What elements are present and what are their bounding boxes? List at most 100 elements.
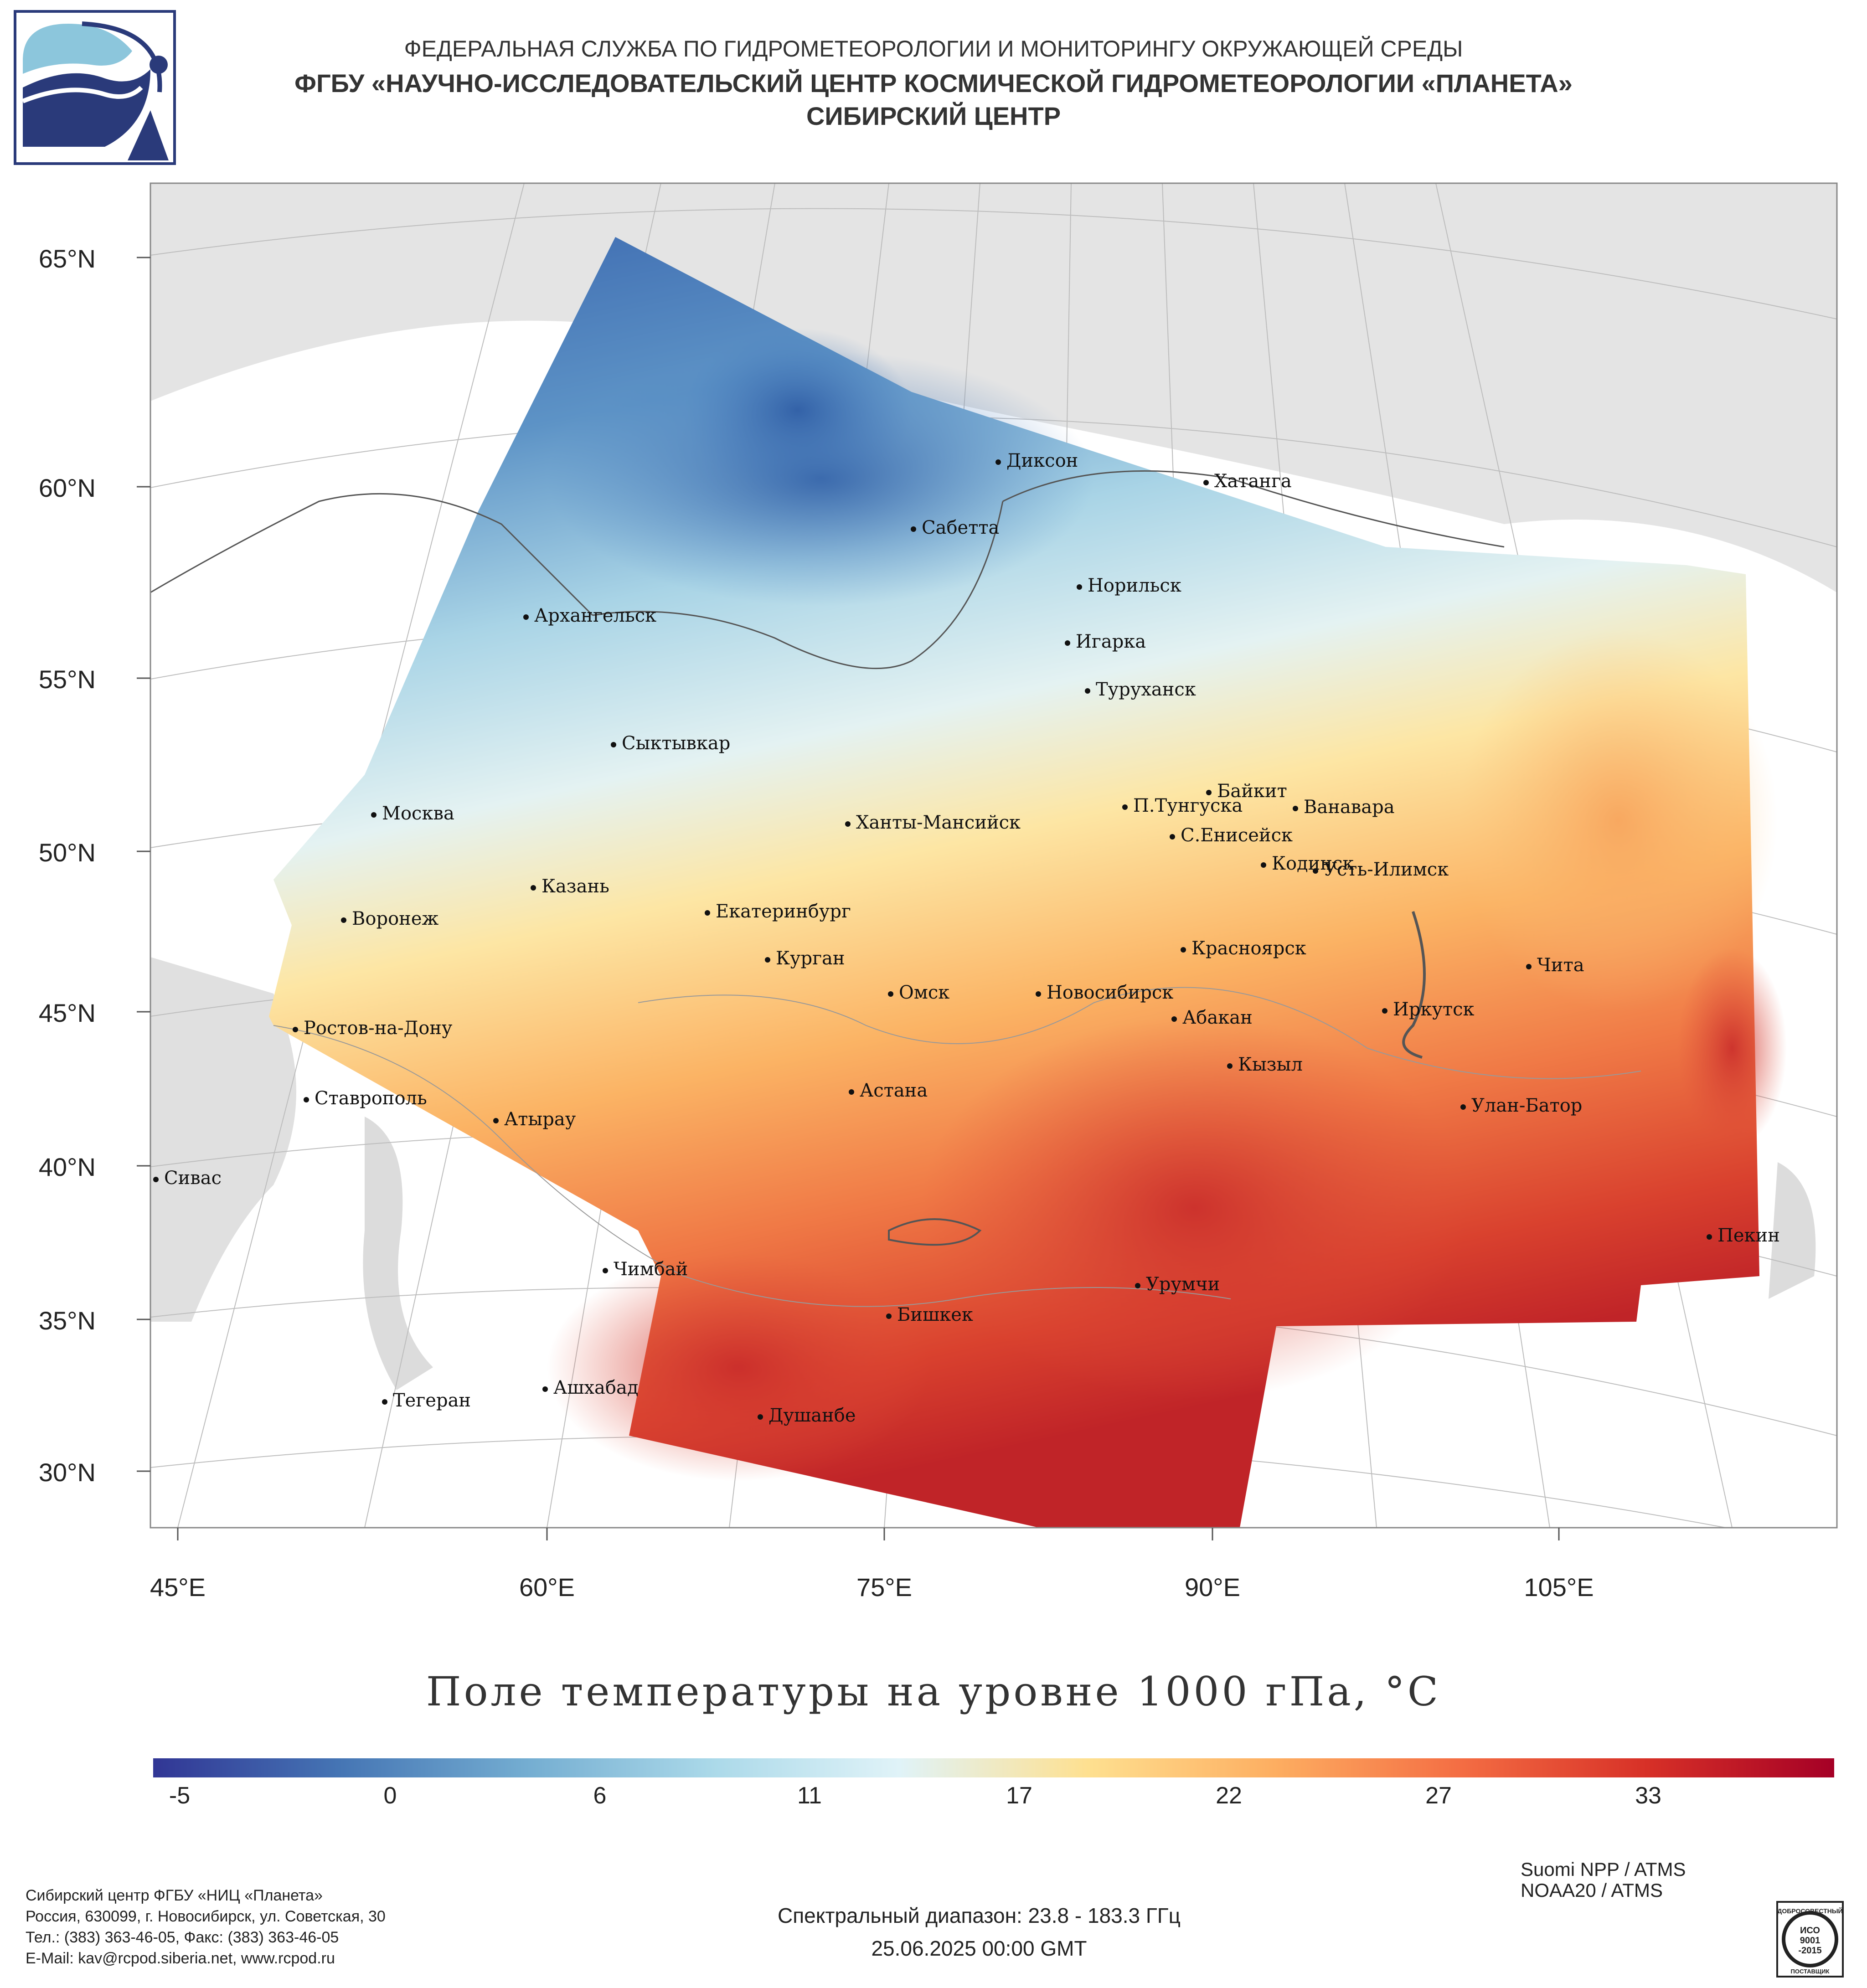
city-name: Курган bbox=[776, 948, 845, 969]
city-label: Ростов-на-Дону bbox=[293, 1018, 452, 1039]
city-label: Воронеж bbox=[341, 908, 438, 929]
city-dot bbox=[1526, 964, 1532, 969]
city-dot bbox=[1065, 640, 1070, 646]
city-label: Ставрополь bbox=[304, 1088, 427, 1109]
city-label: Сабетта bbox=[911, 517, 999, 538]
city-name: Пекин bbox=[1717, 1225, 1780, 1246]
city-dot bbox=[1203, 480, 1209, 485]
city-label: П.Тунгуска bbox=[1122, 795, 1243, 816]
city-name: Туруханск bbox=[1096, 679, 1196, 700]
city-label: Екатеринбург bbox=[705, 901, 851, 922]
city-name: Чимбай bbox=[614, 1259, 688, 1280]
colorbar-tick: -5 bbox=[169, 1782, 191, 1809]
city-name: Диксон bbox=[1006, 450, 1078, 471]
city-dot bbox=[603, 1268, 608, 1273]
city-dot bbox=[1293, 806, 1298, 811]
city-dot bbox=[1206, 790, 1212, 795]
city-label: Пекин bbox=[1707, 1225, 1780, 1246]
city-label: Архангельск bbox=[523, 605, 656, 626]
iso-year: -2015 bbox=[1798, 1946, 1821, 1956]
city-name: Сыктывкар bbox=[622, 733, 731, 754]
city-name: Урумчи bbox=[1146, 1274, 1220, 1295]
lon-label: 60°E bbox=[519, 1573, 575, 1602]
city-dot bbox=[886, 1313, 892, 1319]
city-label: Ванавара bbox=[1293, 797, 1395, 818]
iso-9001-badge: ДОБРОСОВЕСТНЫЙ ИСО 9001 -2015 ПОСТАВЩИК bbox=[1776, 1901, 1844, 1978]
city-label: Кызыл bbox=[1227, 1054, 1303, 1075]
city-name: Игарка bbox=[1076, 631, 1146, 652]
city-name: Тегеран bbox=[393, 1390, 471, 1411]
header-center: СИБИРСКИЙ ЦЕНТР bbox=[806, 102, 1061, 130]
city-name: Хатанга bbox=[1214, 471, 1292, 492]
city-dot bbox=[493, 1118, 499, 1123]
city-label: Усть-Илимск bbox=[1313, 859, 1449, 880]
city-name: Омск bbox=[899, 982, 950, 1003]
org-line: E-Mail: kav@rcpod.siberia.net, www.rcpod… bbox=[26, 1950, 335, 1967]
city-dot bbox=[304, 1097, 309, 1102]
city-label: Бишкек bbox=[886, 1304, 973, 1325]
city-name: Москва bbox=[382, 803, 454, 824]
city-dot bbox=[1181, 947, 1186, 953]
city-dot bbox=[705, 910, 710, 916]
city-dot bbox=[542, 1386, 548, 1392]
city-name: Ашхабад bbox=[553, 1377, 639, 1398]
city-label: Сыктывкар bbox=[611, 733, 730, 754]
city-dot bbox=[153, 1177, 159, 1182]
city-dot bbox=[1707, 1234, 1712, 1240]
city-name: Улан-Батор bbox=[1471, 1095, 1583, 1116]
city-dot bbox=[341, 917, 346, 923]
spectral-range: Спектральный диапазон: 23.8 - 183.3 ГГц bbox=[777, 1904, 1181, 1927]
city-label: Омск bbox=[888, 982, 949, 1003]
city-dot bbox=[1077, 584, 1082, 590]
org-line: Тел.: (383) 363-46-05, Факс: (383) 363-4… bbox=[26, 1929, 339, 1946]
city-dot bbox=[1261, 862, 1266, 868]
city-dot bbox=[1170, 834, 1175, 839]
city-label: Ашхабад bbox=[542, 1377, 638, 1398]
city-name: Красноярск bbox=[1191, 938, 1306, 959]
city-dot bbox=[293, 1027, 298, 1032]
city-label: Москва bbox=[371, 803, 454, 824]
satellite-label: Suomi NPP / ATMS bbox=[1521, 1859, 1686, 1880]
colorbar-tick: 6 bbox=[593, 1782, 607, 1809]
city-name: Ханты-Мансийск bbox=[856, 812, 1021, 833]
city-label: С.Енисейск bbox=[1170, 825, 1293, 846]
city-label: Туруханск bbox=[1085, 679, 1196, 700]
lat-label: 30°N bbox=[38, 1458, 96, 1487]
org-line: Россия, 630099, г. Новосибирск, ул. Сове… bbox=[26, 1908, 386, 1925]
satellite-label: NOAA20 / ATMS bbox=[1521, 1880, 1663, 1901]
city-name: Усть-Илимск bbox=[1324, 859, 1449, 880]
city-label: Ханты-Мансийск bbox=[845, 812, 1021, 833]
lat-label: 55°N bbox=[38, 665, 96, 694]
lat-label: 40°N bbox=[38, 1153, 96, 1181]
city-label: Астана bbox=[849, 1080, 928, 1101]
city-dot bbox=[1171, 1016, 1177, 1022]
observation-datetime: 25.06.2025 00:00 GMT bbox=[871, 1936, 1087, 1960]
city-label: Байкит bbox=[1206, 781, 1287, 802]
city-dot bbox=[523, 614, 529, 620]
city-name: Новосибирск bbox=[1047, 982, 1174, 1003]
city-dot bbox=[888, 991, 893, 997]
lat-label: 45°N bbox=[38, 999, 96, 1027]
city-name: Сабетта bbox=[922, 517, 1000, 538]
city-name: Екатеринбург bbox=[716, 901, 851, 922]
city-label: Курган bbox=[765, 948, 845, 969]
city-dot bbox=[995, 459, 1001, 465]
city-name: Норильск bbox=[1088, 575, 1181, 596]
city-name: Абакан bbox=[1182, 1007, 1253, 1028]
city-dot bbox=[1122, 804, 1128, 810]
city-label: Абакан bbox=[1171, 1007, 1253, 1028]
city-label: Иркутск bbox=[1382, 999, 1475, 1020]
city-name: Чита bbox=[1537, 955, 1584, 976]
city-name: Ванавара bbox=[1304, 797, 1395, 818]
city-name: Бишкек bbox=[897, 1304, 973, 1325]
colorbar-tick: 22 bbox=[1216, 1782, 1242, 1809]
city-label: Улан-Батор bbox=[1460, 1095, 1582, 1116]
city-name: Атырау bbox=[504, 1109, 576, 1130]
city-label: Диксон bbox=[995, 450, 1078, 471]
colorbar-tick: 33 bbox=[1635, 1782, 1661, 1809]
city-dot bbox=[1085, 688, 1090, 694]
city-dot bbox=[765, 957, 770, 963]
city-dot bbox=[1036, 991, 1041, 997]
lat-label: 35°N bbox=[38, 1306, 96, 1335]
iso-number: 9001 bbox=[1800, 1936, 1821, 1946]
